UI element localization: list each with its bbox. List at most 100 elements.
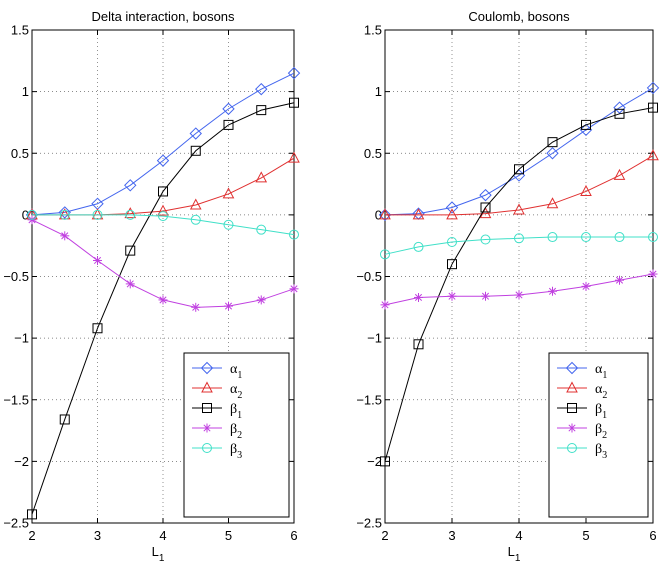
data-point [514,164,524,175]
data-point [190,145,201,156]
data-point-d2 [548,287,557,295]
data-point [548,286,557,296]
legend-marker [565,361,579,375]
legend-label: α1 [230,362,242,381]
legend-marker [202,443,212,453]
legend-box [548,352,649,518]
legend-label-sub: 2 [602,390,607,401]
series-square [380,102,658,467]
y-tick-label: 1 [375,84,382,99]
x-axis-label-main: L [508,544,515,559]
legend-label-main: α [595,362,603,377]
data-point [413,241,424,252]
x-tick-label: 6 [649,528,656,543]
x-tick-label: 5 [225,528,232,543]
data-point [646,81,660,95]
legend-label-sub: 1 [602,370,607,381]
x-tick-label: 4 [159,528,166,543]
legend-label-main: β [230,402,237,417]
data-point [222,187,235,199]
data-point [613,168,626,180]
data-point [379,208,391,220]
y-tick-label: −2.5 [356,516,382,531]
y-tick-label: −1.5 [3,392,29,407]
data-point [255,82,268,96]
data-point [92,209,103,220]
data-point [222,102,235,116]
data-point [287,66,301,80]
data-point-d2 [126,280,134,288]
chart-panel-1: 2 3 4 5 6 1.5 1 0.5 0 −0.5 −1 −1.5 −2 −2.5 Delta inter… [3,9,301,564]
data-point [413,339,424,350]
data-point [481,291,490,301]
y-tick-label: −1 [14,331,29,346]
y-tick-label: −1.5 [356,392,382,407]
data-point-d2 [61,232,69,240]
data-point [256,224,267,235]
legend-label-main: β [595,422,602,437]
legend-item-2: α2 [192,381,242,401]
legend-label-sub: 2 [237,390,242,401]
data-point [59,209,70,220]
legend-label: β3 [230,442,242,461]
legend-label: β1 [230,402,242,421]
legend-label-sub: 3 [602,450,607,461]
y-tick-label: 0 [22,207,29,222]
x-tick-label: 2 [381,528,388,543]
data-point [380,456,390,467]
series-circle [380,232,658,260]
data-point [445,201,459,214]
data-point [547,137,558,148]
data-point [289,229,299,240]
data-point [27,209,37,220]
data-point [613,101,626,114]
series-group [25,66,301,520]
legend-label: β3 [595,442,607,461]
data-point [446,208,458,220]
legend-label-main: β [595,402,602,417]
data-point [614,108,625,119]
legend-label-main: α [230,382,238,397]
data-point [647,149,659,161]
y-tick-label: 1 [22,84,29,99]
y-tick-label: −0.5 [356,269,382,284]
data-point [414,292,423,302]
legend-marker [202,403,212,413]
legend-label-sub: 1 [602,410,607,421]
data-point [447,259,457,270]
series-group [378,81,660,467]
legend-marker [567,403,577,413]
x-tick-label: 2 [28,528,35,543]
chart-title: Coulomb, bosons [468,9,570,24]
data-point [546,197,559,209]
data-point [156,154,170,167]
data-point [648,269,658,279]
y-tick-label: 0.5 [11,146,29,161]
legend-label-sub: 1 [237,410,242,421]
data-point [158,211,168,222]
data-point [581,281,591,291]
data-point [256,295,266,305]
legend-label-sub: 2 [602,430,607,441]
data-point [289,97,299,108]
data-point [191,302,201,312]
data-point [189,198,202,210]
x-tick-label: 6 [290,528,297,543]
legend-marker [202,423,212,433]
chart-title: Delta interaction, bosons [91,9,235,24]
data-point-d2 [290,285,298,293]
data-point-d2 [93,256,102,265]
data-point [581,119,591,130]
legend-item-4: β2 [192,422,242,441]
data-point [125,279,135,289]
data-point [124,179,137,192]
data-point [93,255,102,265]
series-line [31,102,295,515]
x-axis-label-main: L [152,544,159,559]
y-tick-label: 0 [375,207,382,222]
legend-label-sub: 1 [237,370,242,381]
legend-label: α2 [595,382,607,401]
y-tick-label: 1.5 [11,23,29,38]
data-point [255,171,268,183]
